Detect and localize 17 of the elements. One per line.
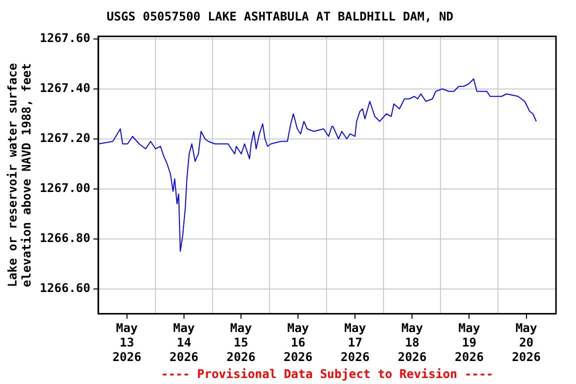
x-tick-label: May 20 2026 [512, 321, 541, 364]
x-tick-label: May 16 2026 [284, 321, 313, 364]
y-tick-label: 1267.00 [40, 180, 90, 195]
text: ---- Provisional Data Subject to Revision ---- [161, 367, 494, 382]
x-tick-label: May 19 2026 [454, 321, 484, 364]
x-tick-label: May 18 2026 [398, 321, 427, 364]
y-tick-label: 1267.40 [40, 81, 90, 96]
x-tick-label: May 13 2026 [112, 321, 142, 364]
chart-title: USGS 05057500 LAKE ASHTABULA AT BALDHILL DAM, ND [106, 9, 454, 24]
x-tick-label: May 14 2026 [170, 321, 198, 364]
x-tick-label: May 17 2026 [340, 321, 370, 364]
x-tick-label: May 15 2026 [226, 321, 256, 364]
y-tick-label: 1266.80 [40, 230, 90, 245]
y-axis-title: Lake or reservoir water surface elevation above NAVD 1988, feet [5, 63, 34, 288]
y-tick-label: 1266.60 [40, 280, 90, 295]
y-tick-label: 1267.60 [40, 31, 90, 46]
y-tick-label: 1267.20 [40, 130, 90, 145]
